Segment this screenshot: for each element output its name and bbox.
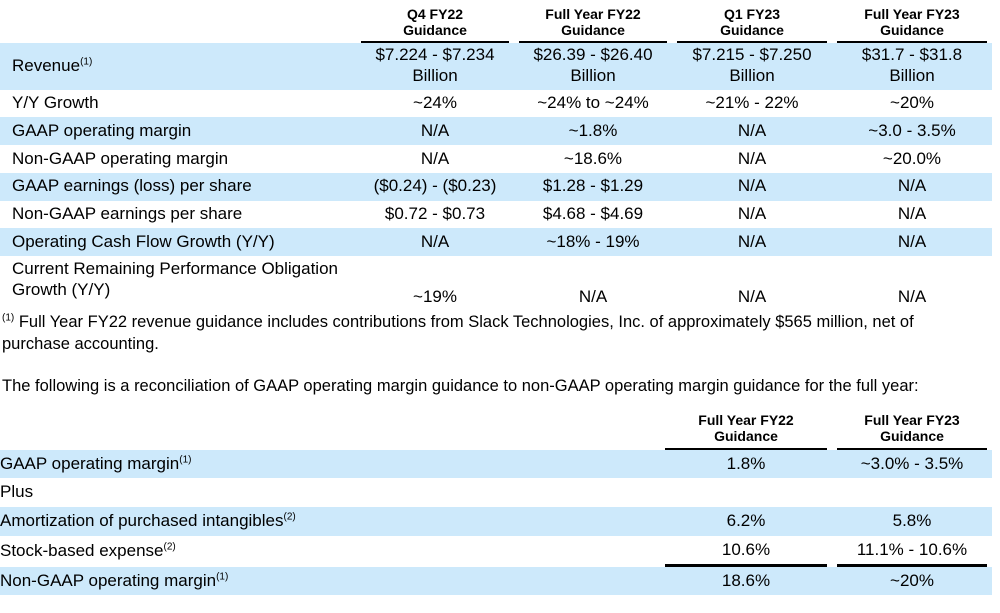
row-plus: Plus (0, 478, 992, 507)
cell-value: $0.72 - $0.73 (384, 204, 486, 224)
cell-value: ~3.0% - 3.5% (832, 449, 992, 479)
col-header-full-year-fy23: Full Year FY23 Guidance (832, 410, 992, 450)
row-label: Amortization of purchased intangibles(2) (0, 507, 660, 536)
col-header-full-year-fy22: Full Year FY22 Guidance (514, 4, 672, 44)
col-header-label: Full Year FY23 Guidance (837, 4, 987, 44)
subtotal-rule: 10.6% (665, 536, 827, 567)
cell-value: N/A (737, 204, 767, 224)
header-spacer (0, 4, 356, 43)
footnote-text: Full Year FY22 revenue guidance includes… (2, 313, 914, 353)
cell-value: $4.68 - $4.69 (542, 204, 644, 224)
row-label: Stock-based expense(2) (0, 540, 176, 560)
cell-value: N/A (672, 172, 832, 201)
cell-value: N/A (420, 148, 450, 168)
cell-value: N/A (356, 228, 514, 257)
row-stock-based-expense: Stock-based expense(2) 10.6% 11.1% - 10.… (0, 536, 992, 567)
cell-value: ~21% - 22% (705, 93, 799, 113)
row-gaap-eps: GAAP earnings (loss) per share ($0.24) -… (0, 172, 992, 201)
row-label: Non-GAAP operating margin(1) (0, 566, 660, 596)
row-revenue: Revenue(1) $7.224 - $7.234 Billion $26.3… (0, 43, 992, 90)
cell-value: ~1.8% (514, 117, 672, 146)
row-amortization-intangibles: Amortization of purchased intangibles(2)… (0, 507, 992, 536)
row-label: GAAP earnings (loss) per share (0, 172, 356, 201)
row-label: Non-GAAP earnings per share (12, 204, 243, 224)
row-operating-cash-flow-growth: Operating Cash Flow Growth (Y/Y) N/A ~18… (0, 228, 992, 257)
cell-value: $31.7 - $31.8 Billion (832, 43, 992, 90)
col-header-full-year-fy22: Full Year FY22 Guidance (660, 410, 832, 450)
guidance-table: Q4 FY22 Guidance Full Year FY22 Guidance… (0, 4, 992, 310)
cell-value: 11.1% - 10.6% (832, 536, 992, 567)
cell-value: 6.2% (660, 507, 832, 536)
cell-value: ~24% (413, 93, 457, 113)
cell-value: ~20% (890, 93, 934, 113)
cell-value: 18.6% (660, 566, 832, 596)
col-header-q1-fy23: Q1 FY23 Guidance (672, 4, 832, 44)
reconciliation-table: Full Year FY22 Guidance Full Year FY23 G… (0, 410, 992, 596)
col-header-label: Q4 FY22 Guidance (361, 4, 509, 44)
cell-value: 1.8% (660, 449, 832, 479)
row-crpo-growth: Current Remaining Performance Obligation… (0, 256, 992, 310)
cell-value: N/A (832, 172, 992, 201)
row-label: Operating Cash Flow Growth (Y/Y) (0, 228, 356, 257)
cell-value: $26.39 - $26.40 Billion (514, 43, 672, 90)
row-label: GAAP operating margin(1) (0, 449, 660, 479)
guidance-header-row: Q4 FY22 Guidance Full Year FY22 Guidance… (0, 4, 992, 44)
cell-value: ~20% (832, 566, 992, 596)
footnote-ref: (1) (179, 453, 192, 465)
footnote-ref: (2) (283, 511, 296, 523)
footnote-ref: (2) (163, 541, 176, 553)
row-non-gaap-eps: Non-GAAP earnings per share $0.72 - $0.7… (0, 201, 992, 229)
cell-value: N/A (897, 287, 927, 307)
reconciliation-header-row: Full Year FY22 Guidance Full Year FY23 G… (0, 410, 992, 450)
cell-value: ~19% (413, 287, 457, 307)
row-label: Non-GAAP operating margin (12, 148, 229, 168)
row-yy-growth: Y/Y Growth ~24% ~24% to ~24% ~21% - 22% … (0, 90, 992, 118)
col-header-label: Q1 FY23 Guidance (677, 4, 827, 44)
footnote-1: (1) Full Year FY22 revenue guidance incl… (0, 312, 985, 355)
subtotal-rule: 11.1% - 10.6% (837, 536, 987, 567)
header-spacer (0, 410, 660, 449)
row-gaap-operating-margin: GAAP operating margin(1) 1.8% ~3.0% - 3.… (0, 449, 992, 479)
cell-value: ~18% - 19% (514, 228, 672, 257)
cell-value: $7.224 - $7.234 Billion (356, 43, 514, 90)
cell-value: $7.215 - $7.250 Billion (672, 43, 832, 90)
row-label: Plus (0, 482, 34, 502)
row-label: Y/Y Growth (12, 93, 99, 113)
cell-value: ($0.24) - ($0.23) (356, 172, 514, 201)
row-gaap-operating-margin: GAAP operating margin N/A ~1.8% N/A ~3.0… (0, 117, 992, 146)
cell-value (832, 478, 992, 507)
cell-value (660, 478, 832, 507)
cell-value: ~20.0% (882, 148, 942, 168)
cell-value: N/A (897, 204, 927, 224)
row-non-gaap-operating-margin: Non-GAAP operating margin(1) 18.6% ~20% (0, 566, 992, 596)
cell-value: $1.28 - $1.29 (514, 172, 672, 201)
cell-value: N/A (737, 148, 767, 168)
col-header-label: Full Year FY23 Guidance (837, 410, 987, 450)
col-header-q4-fy22: Q4 FY22 Guidance (356, 4, 514, 44)
row-label: Current Remaining Performance Obligation… (12, 259, 338, 299)
cell-value: ~3.0 - 3.5% (832, 117, 992, 146)
cell-value: ~24% to ~24% (537, 93, 649, 113)
row-non-gaap-operating-margin: Non-GAAP operating margin N/A ~18.6% N/A… (0, 145, 992, 173)
cell-value: N/A (737, 287, 767, 307)
col-header-label: Full Year FY22 Guidance (665, 410, 827, 450)
col-header-full-year-fy23: Full Year FY23 Guidance (832, 4, 992, 44)
col-header-label: Full Year FY22 Guidance (519, 4, 667, 44)
row-label: GAAP operating margin (0, 117, 356, 146)
row-label: Revenue(1) (0, 43, 356, 90)
cell-value: 10.6% (660, 536, 832, 567)
cell-value: N/A (356, 117, 514, 146)
cell-value: N/A (832, 228, 992, 257)
cell-value: N/A (672, 228, 832, 257)
cell-value: 5.8% (832, 507, 992, 536)
footnote-marker: (1) (2, 312, 15, 324)
cell-value: N/A (578, 287, 608, 307)
cell-value: N/A (672, 117, 832, 146)
cell-value: ~18.6% (563, 148, 623, 168)
reconciliation-intro: The following is a reconciliation of GAA… (2, 376, 919, 395)
footnote-ref: (1) (80, 55, 93, 67)
footnote-ref: (1) (216, 570, 229, 582)
